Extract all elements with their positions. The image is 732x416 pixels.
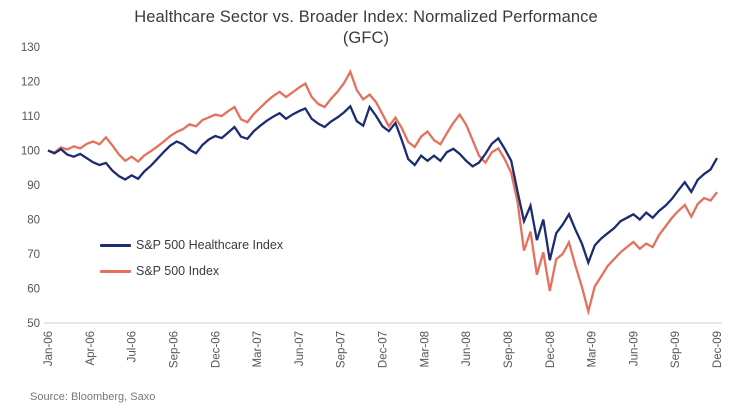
chart-title: Healthcare Sector vs. Broader Index: Nor… [0,7,732,49]
x-tick-label: Dec-09 [712,331,724,368]
x-tick-label: Jan-06 [43,331,55,366]
x-tick-label: Sep-08 [503,331,515,368]
y-tick-label: 80 [27,215,40,227]
x-tick-label: Jun-09 [628,331,640,366]
x-axis: Jan-06 Apr-06 Jul-06 Sep-06 Dec-06 Mar-07 Jun-… [43,331,724,368]
x-tick-label: Jun-08 [461,331,473,366]
series-line-sp500 [47,69,718,316]
legend-item-sp500: S&P 500 Index [100,258,283,284]
x-tick-label: Sep-09 [670,331,682,368]
chart-title-line2: (GFC) [342,29,390,47]
legend-label-sp500: S&P 500 Index [136,264,220,278]
y-tick-label: 100 [21,146,40,158]
y-tick-label: 110 [22,111,40,123]
legend: S&P 500 Healthcare Index S&P 500 Index [100,232,283,284]
y-tick-label: 130 [21,42,40,54]
y-tick-label: 70 [27,249,40,261]
legend-swatch-healthcare [100,243,131,247]
legend-item-healthcare: S&P 500 Healthcare Index [100,232,283,258]
chart-title-line1: Healthcare Sector vs. Broader Index: Nor… [134,8,598,26]
x-tick-label: Jun-07 [294,331,306,366]
series-line-healthcare [47,104,719,267]
y-tick-label: 90 [27,180,40,192]
y-tick-label: 50 [27,318,40,330]
y-tick-label: 60 [27,284,40,296]
x-tick-label: Dec-07 [378,331,390,368]
legend-label-healthcare: S&P 500 Healthcare Index [136,238,284,252]
x-tick-label: Mar-07 [252,331,264,367]
x-tick-label: Mar-08 [419,331,431,367]
x-tick-label: Mar-09 [587,331,599,367]
x-tick-label: Jul-06 [127,331,139,362]
x-tick-label: Dec-08 [545,331,557,368]
x-tick-label: Sep-07 [336,331,348,368]
x-tick-label: Apr-06 [85,331,97,366]
source-note: Source: Bloomberg, Saxo [30,391,156,403]
x-tick-label: Dec-06 [210,331,222,368]
legend-swatch-sp500 [100,269,131,273]
y-axis: 130 120 110 100 90 80 70 60 50 [21,42,40,330]
y-tick-label: 120 [21,77,40,89]
x-tick-label: Sep-06 [168,331,180,368]
